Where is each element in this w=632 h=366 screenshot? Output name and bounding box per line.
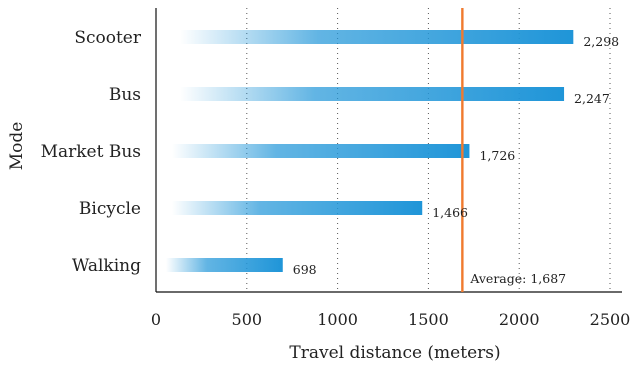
category-label: Bus (109, 85, 141, 105)
x-tick-label: 1500 (408, 310, 449, 329)
value-label: 2,298 (583, 34, 619, 49)
x-tick-label: 0 (151, 310, 161, 329)
bar (180, 30, 573, 44)
category-label: Market Bus (41, 142, 141, 162)
x-tick-label: 2000 (499, 310, 540, 329)
x-tick-label: 500 (232, 310, 263, 329)
category-label: Scooter (74, 28, 142, 48)
x-tick-label: 1000 (317, 310, 358, 329)
value-label: 1,726 (479, 148, 515, 163)
bar (172, 201, 422, 215)
value-label: 2,247 (574, 91, 610, 106)
category-label: Bicycle (79, 199, 141, 219)
x-tick-label: 2500 (590, 310, 631, 329)
bar (180, 87, 564, 101)
average-label: Average: 1,687 (469, 271, 566, 286)
bar (172, 144, 469, 158)
y-axis-title: Mode (7, 122, 27, 171)
value-label: 1,466 (432, 205, 468, 220)
category-label: Walking (72, 256, 141, 276)
labels: Scooter 2,298 Bus 2,247 Market Bus 1,726 Bicyc… (41, 28, 631, 329)
bar (166, 258, 283, 272)
x-axis-title: Travel distance (meters) (289, 343, 500, 363)
value-label: 698 (293, 262, 317, 277)
